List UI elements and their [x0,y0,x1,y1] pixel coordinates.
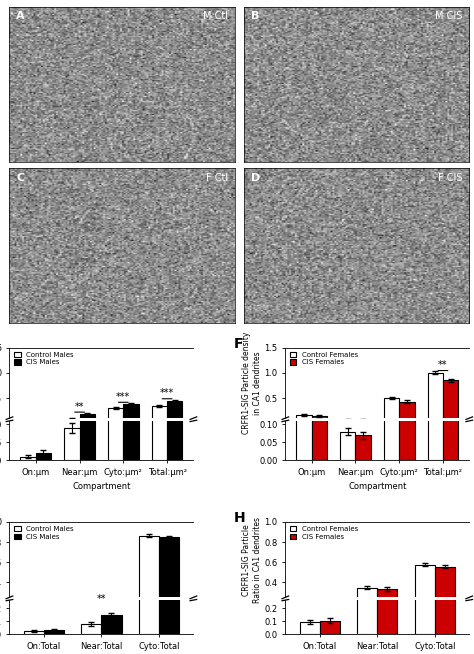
Text: B: B [251,11,259,21]
Bar [415,559,435,634]
Bar [24,620,44,623]
Bar [139,536,159,623]
Text: A: A [16,11,25,21]
Bar [82,624,101,634]
Bar [357,589,377,634]
Bar [123,404,139,423]
Legend: Control Males, CIS Males: Control Males, CIS Males [13,351,74,366]
Bar [64,419,80,423]
Bar [357,588,377,623]
Bar [320,612,340,623]
Text: C: C [16,173,24,182]
Y-axis label: CRFR1-SIG Particle density
in CA1 dendrites: CRFR1-SIG Particle density in CA1 dendri… [242,332,262,434]
Text: F CIS: F CIS [438,173,463,182]
Bar [428,104,443,460]
Bar [101,608,121,623]
Bar [80,414,95,423]
Bar [415,564,435,623]
Bar [311,416,327,423]
Bar [108,408,123,423]
Text: F: F [234,337,243,351]
X-axis label: Compartment: Compartment [348,482,407,491]
Text: **: ** [438,360,448,370]
Bar [356,435,371,460]
Bar [64,428,80,460]
Bar [123,325,139,460]
Bar [300,622,320,634]
Bar [443,381,458,423]
Text: F Ctl: F Ctl [206,173,228,182]
Text: **: ** [75,402,84,412]
Bar [435,566,455,623]
Bar [296,403,311,460]
Bar [377,589,397,623]
Legend: Control Males, CIS Males: Control Males, CIS Males [13,525,74,540]
Y-axis label: CRFR1-SIG Particle
Ratio in CA1 dendrites: CRFR1-SIG Particle Ratio in CA1 dendrite… [242,517,262,602]
Bar [20,456,36,460]
Bar [139,521,159,634]
Bar [296,415,311,423]
Text: M CIS: M CIS [435,11,463,21]
Bar [44,619,64,623]
Bar [340,419,356,423]
Bar [167,400,182,423]
Text: **: ** [97,594,106,604]
Bar [300,613,320,623]
Bar [44,630,64,634]
Bar [24,631,44,634]
Bar [80,396,95,460]
Legend: Control Females, CIS Females: Control Females, CIS Females [289,525,359,540]
Bar [159,536,179,623]
Bar [384,398,399,423]
Bar [108,353,123,460]
Text: ***: *** [160,388,174,398]
Bar [399,402,415,423]
Bar [159,522,179,634]
Bar [428,373,443,423]
Bar [167,300,182,460]
Bar [320,621,340,634]
Bar [399,307,415,460]
Bar [311,410,327,460]
Bar [435,561,455,634]
Text: ***: *** [116,392,130,402]
Bar [443,158,458,460]
Text: H: H [234,511,246,525]
Bar [356,420,371,423]
Text: D: D [251,173,260,182]
Bar [36,422,51,423]
Text: M Ctl: M Ctl [203,11,228,21]
Bar [384,282,399,460]
Bar [152,336,167,460]
Bar [377,590,397,634]
X-axis label: Compartment: Compartment [72,482,131,491]
Bar [82,615,101,623]
Bar [36,453,51,460]
Bar [152,405,167,423]
Bar [101,615,121,634]
Legend: Control Females, CIS Females: Control Females, CIS Females [289,351,359,366]
Bar [340,432,356,460]
